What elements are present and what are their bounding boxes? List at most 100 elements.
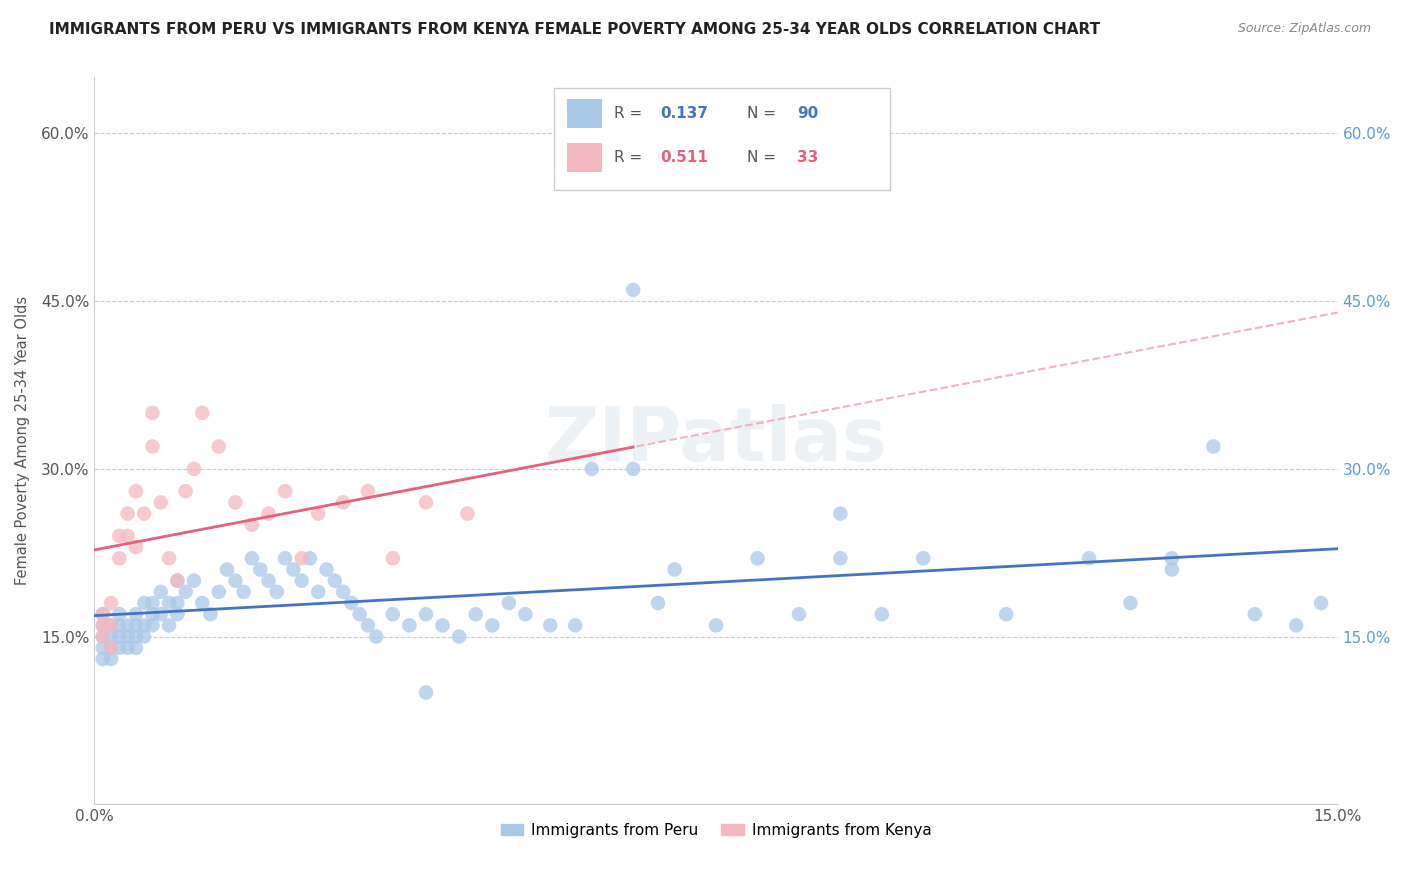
Point	[787, 607, 810, 622]
Point	[1119, 596, 1142, 610]
Point	[747, 551, 769, 566]
Point	[257, 574, 280, 588]
Text: R =: R =	[614, 106, 647, 121]
Point	[91, 630, 114, 644]
Point	[91, 607, 114, 622]
Text: R =: R =	[614, 150, 647, 165]
Point	[432, 618, 454, 632]
Point	[157, 551, 180, 566]
Point	[995, 607, 1018, 622]
Point	[830, 507, 852, 521]
Point	[621, 462, 644, 476]
Legend: Immigrants from Peru, Immigrants from Kenya: Immigrants from Peru, Immigrants from Ke…	[495, 817, 938, 844]
Point	[157, 618, 180, 632]
Point	[141, 440, 163, 454]
Point	[141, 406, 163, 420]
Point	[183, 462, 205, 476]
Point	[357, 484, 380, 499]
Text: 90: 90	[797, 106, 818, 121]
Point	[117, 529, 139, 543]
Point	[249, 562, 271, 576]
Point	[125, 607, 148, 622]
Point	[108, 618, 131, 632]
Point	[274, 551, 297, 566]
Point	[91, 640, 114, 655]
Point	[117, 618, 139, 632]
Point	[381, 551, 404, 566]
Text: 0.511: 0.511	[659, 150, 709, 165]
Point	[224, 495, 246, 509]
Point	[415, 607, 437, 622]
Point	[647, 596, 669, 610]
Point	[108, 551, 131, 566]
Point	[200, 607, 222, 622]
Point	[456, 507, 478, 521]
Point	[224, 574, 246, 588]
Point	[141, 607, 163, 622]
Point	[704, 618, 727, 632]
Point	[166, 596, 188, 610]
Point	[217, 562, 239, 576]
Point	[134, 596, 156, 610]
Point	[100, 640, 122, 655]
Point	[1160, 562, 1182, 576]
Point	[1202, 440, 1225, 454]
Point	[100, 618, 122, 632]
Point	[332, 495, 354, 509]
Point	[307, 585, 329, 599]
Point	[117, 507, 139, 521]
Point	[415, 685, 437, 699]
Point	[1310, 596, 1333, 610]
Point	[208, 440, 231, 454]
Point	[498, 596, 520, 610]
Point	[1285, 618, 1308, 632]
Point	[100, 652, 122, 666]
Point	[149, 585, 172, 599]
Point	[307, 507, 329, 521]
Point	[208, 585, 231, 599]
Point	[664, 562, 686, 576]
Point	[157, 596, 180, 610]
Point	[174, 585, 197, 599]
Point	[125, 540, 148, 554]
Point	[91, 630, 114, 644]
FancyBboxPatch shape	[567, 143, 602, 172]
Point	[166, 574, 188, 588]
Point	[581, 462, 603, 476]
Point	[149, 495, 172, 509]
Point	[274, 484, 297, 499]
Point	[125, 640, 148, 655]
Point	[1243, 607, 1265, 622]
Point	[125, 630, 148, 644]
Point	[291, 551, 314, 566]
Point	[141, 596, 163, 610]
Point	[108, 630, 131, 644]
Point	[149, 607, 172, 622]
Point	[240, 551, 263, 566]
Point	[141, 618, 163, 632]
Point	[381, 607, 404, 622]
Point	[323, 574, 346, 588]
Point	[91, 618, 114, 632]
FancyBboxPatch shape	[554, 88, 890, 190]
Point	[349, 607, 371, 622]
Point	[166, 574, 188, 588]
Point	[283, 562, 305, 576]
Text: 33: 33	[797, 150, 818, 165]
Point	[870, 607, 893, 622]
Point	[117, 630, 139, 644]
Point	[415, 495, 437, 509]
Point	[174, 484, 197, 499]
Point	[232, 585, 254, 599]
Point	[398, 618, 420, 632]
Point	[108, 529, 131, 543]
Point	[332, 585, 354, 599]
Point	[515, 607, 537, 622]
Point	[257, 507, 280, 521]
Point	[125, 618, 148, 632]
Point	[481, 618, 503, 632]
Text: Source: ZipAtlas.com: Source: ZipAtlas.com	[1237, 22, 1371, 36]
Point	[621, 283, 644, 297]
Point	[125, 484, 148, 499]
Text: IMMIGRANTS FROM PERU VS IMMIGRANTS FROM KENYA FEMALE POVERTY AMONG 25-34 YEAR OL: IMMIGRANTS FROM PERU VS IMMIGRANTS FROM …	[49, 22, 1101, 37]
